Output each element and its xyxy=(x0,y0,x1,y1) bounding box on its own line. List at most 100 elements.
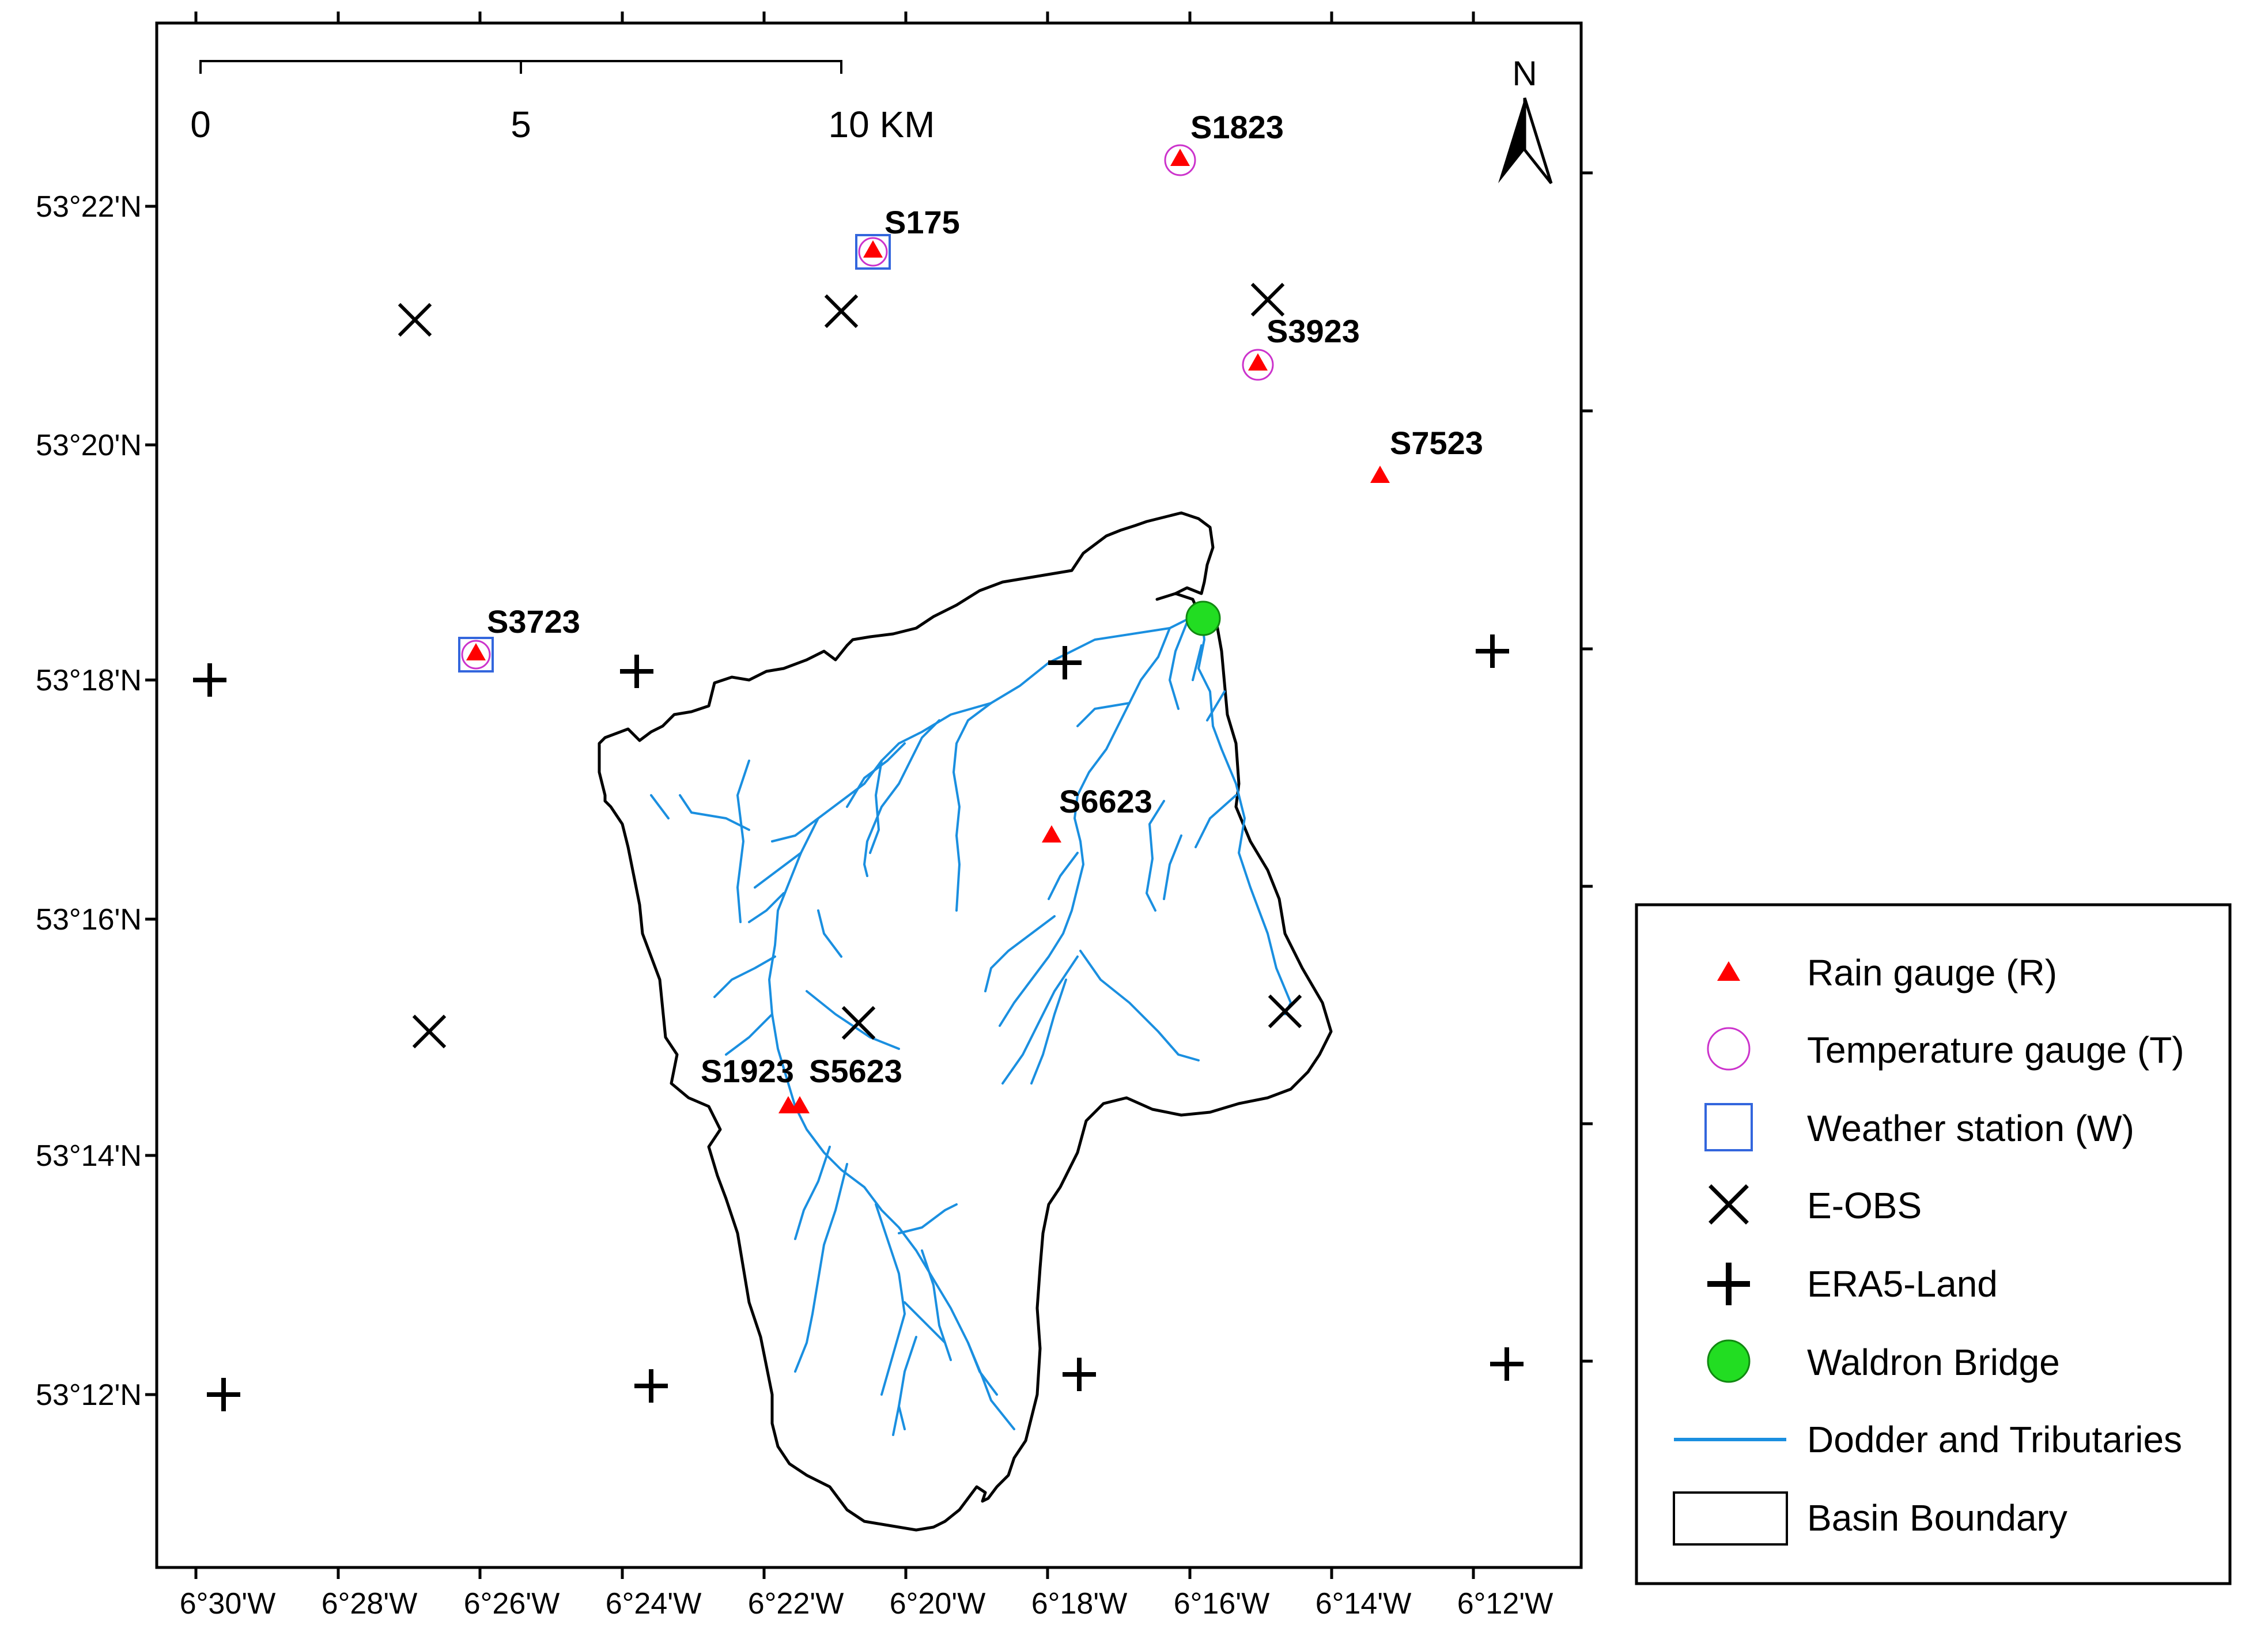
waldron-bridge-marker xyxy=(1185,600,1221,636)
era5-land-marker xyxy=(634,1369,668,1403)
north-arrow-icon: N xyxy=(1498,54,1553,184)
purple-circle-icon xyxy=(1707,1027,1751,1071)
latitude-ticks xyxy=(145,171,1593,1396)
rectangle-outline-icon xyxy=(1673,1491,1788,1546)
eobs-marker xyxy=(398,303,432,337)
legend-item: Waldron Bridge xyxy=(1707,1339,2060,1383)
station-S1823: S1823 xyxy=(1164,109,1284,176)
legend-label: ERA5-Land xyxy=(1807,1263,1998,1305)
eobs-marker xyxy=(1250,282,1285,317)
lon-label: 6°26'W xyxy=(464,1587,560,1620)
era5-land-marker xyxy=(1048,646,1082,679)
latitude-labels: 53°22'N 53°20'N 53°18'N 53°16'N 53°14'N … xyxy=(36,190,142,1412)
temperature-gauge-marker xyxy=(858,237,888,267)
lon-label: 6°20'W xyxy=(890,1587,986,1620)
longitude-labels: 6°30'W 6°28'W 6°26'W 6°24'W 6°22'W 6°20'… xyxy=(180,1587,1553,1620)
legend-item: ERA5-Land xyxy=(1707,1263,1998,1305)
station-S3723: S3723 xyxy=(458,603,580,673)
lat-label: 53°12'N xyxy=(36,1378,142,1412)
lon-label: 6°12'W xyxy=(1457,1587,1553,1620)
era5-land-marker xyxy=(620,655,653,688)
blue-square-icon xyxy=(1704,1103,1753,1151)
weather-station-marker xyxy=(855,234,891,270)
dodder-and-tributaries xyxy=(650,613,1292,1436)
lon-label: 6°28'W xyxy=(322,1587,418,1620)
station-label: S7523 xyxy=(1390,425,1483,461)
lat-label: 53°18'N xyxy=(36,664,142,697)
rain-gauge-marker xyxy=(1248,353,1268,371)
lon-label: 6°16'W xyxy=(1174,1587,1270,1620)
station-label: S6623 xyxy=(1059,783,1152,819)
temperature-gauge-marker xyxy=(1164,144,1196,176)
legend-label: Waldron Bridge xyxy=(1807,1342,2060,1383)
era5-land-marker xyxy=(1490,1347,1524,1381)
station-label: S5623 xyxy=(809,1053,902,1089)
legend-label: Weather station (W) xyxy=(1807,1108,2134,1149)
north-label: N xyxy=(1512,54,1537,93)
lat-label: 53°16'N xyxy=(36,903,142,936)
legend-item: Dodder and Tributaries xyxy=(1674,1419,2182,1460)
era5-land-marker xyxy=(1476,634,1509,668)
scale-bar: 0 5 10 KM xyxy=(190,60,935,145)
lon-label: 6°18'W xyxy=(1031,1587,1128,1620)
eobs-markers xyxy=(398,282,1302,1049)
legend-label: Temperature gauge (T) xyxy=(1807,1029,2184,1071)
rain-gauge-marker xyxy=(863,240,883,258)
era5-land-marker xyxy=(193,663,226,697)
station-label: S3923 xyxy=(1267,313,1360,349)
green-circle-icon xyxy=(1707,1339,1751,1383)
legend-item: Temperature gauge (T) xyxy=(1707,1027,2184,1071)
plus-cross-icon xyxy=(1707,1263,1750,1305)
era5-land-markers xyxy=(193,634,1524,1411)
x-cross-icon xyxy=(1708,1184,1749,1225)
station-label: S1823 xyxy=(1190,109,1284,145)
lat-label: 53°14'N xyxy=(36,1139,142,1173)
scale-label-0: 0 xyxy=(190,104,211,145)
scale-label-5: 5 xyxy=(511,104,531,145)
temperature-gauge-marker xyxy=(461,640,491,670)
station-label: S3723 xyxy=(487,603,580,640)
station-S175: S175 xyxy=(855,204,960,270)
legend: Rain gauge (R) Temperature gauge (T) Wea… xyxy=(1635,903,2232,1585)
station-S6623: S6623 xyxy=(1042,783,1152,843)
legend-label: Rain gauge (R) xyxy=(1807,952,2057,993)
legend-item: E-OBS xyxy=(1708,1184,1922,1226)
eobs-marker xyxy=(1268,994,1302,1029)
era5-land-marker xyxy=(1063,1358,1096,1391)
legend-label: Basin Boundary xyxy=(1807,1497,2067,1539)
lon-label: 6°24'W xyxy=(606,1587,702,1620)
rain-gauge-marker xyxy=(1370,466,1390,483)
eobs-marker xyxy=(841,1006,876,1040)
lon-label: 6°22'W xyxy=(748,1587,844,1620)
station-label: S175 xyxy=(884,204,960,240)
lon-label: 6°14'W xyxy=(1316,1587,1412,1620)
temperature-gauge-marker xyxy=(1242,349,1274,381)
red-triangle-icon xyxy=(1717,961,1740,981)
legend-item: Basin Boundary xyxy=(1673,1491,2067,1546)
rain-gauge-marker xyxy=(1170,149,1190,166)
lon-label: 6°30'W xyxy=(180,1587,276,1620)
lat-label: 53°20'N xyxy=(36,429,142,462)
rain-gauge-marker xyxy=(790,1096,810,1113)
eobs-marker xyxy=(824,294,859,328)
rain-gauge-marker xyxy=(466,643,486,660)
station-label: S1923 xyxy=(701,1053,794,1089)
station-S1923: S1923 xyxy=(701,1053,798,1113)
legend-item: Rain gauge (R) xyxy=(1717,952,2057,993)
weather-station-marker xyxy=(458,637,494,673)
era5-land-marker xyxy=(207,1378,240,1411)
lat-label: 53°22'N xyxy=(36,190,142,224)
eobs-marker xyxy=(412,1014,447,1049)
legend-label: Dodder and Tributaries xyxy=(1807,1419,2182,1460)
station-S3923: S3923 xyxy=(1242,313,1360,381)
legend-item: Weather station (W) xyxy=(1704,1103,2134,1151)
station-S7523: S7523 xyxy=(1370,425,1483,483)
station-S5623: S5623 xyxy=(790,1053,902,1113)
scale-label-10: 10 KM xyxy=(829,104,935,145)
map-frame xyxy=(155,21,1583,1569)
legend-label: E-OBS xyxy=(1807,1185,1922,1226)
longitude-ticks xyxy=(194,12,1475,1579)
basin-boundary xyxy=(598,511,1333,1532)
rain-gauge-marker xyxy=(1042,825,1061,843)
